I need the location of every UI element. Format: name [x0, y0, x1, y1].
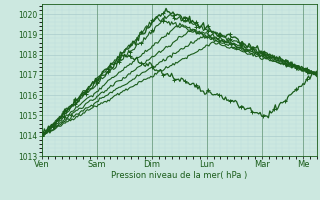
X-axis label: Pression niveau de la mer( hPa ): Pression niveau de la mer( hPa )	[111, 171, 247, 180]
